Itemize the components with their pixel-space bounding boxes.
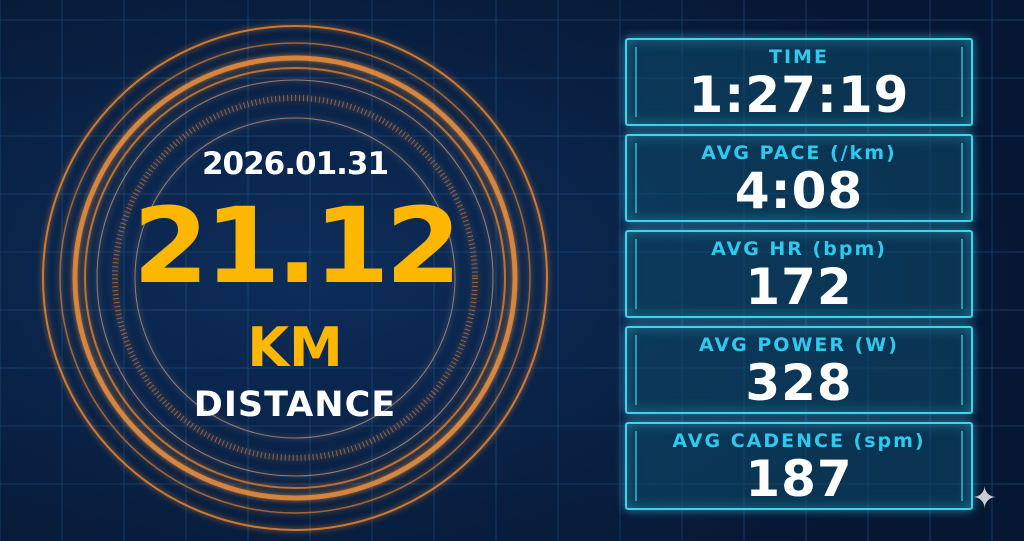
stat-label: AVG PACE (/km) [701, 142, 897, 164]
distance-unit: KM [247, 316, 343, 379]
stat-label: AVG POWER (W) [699, 334, 899, 356]
stat-panel-pace: AVG PACE (/km) 4:08 [625, 134, 973, 222]
distance-dial [42, 25, 548, 531]
stat-label: TIME [769, 46, 829, 68]
stat-panel-time: TIME 1:27:19 [625, 38, 973, 126]
stat-value: 1:27:19 [688, 66, 910, 124]
distance-value: 21.12 [132, 185, 462, 307]
sparkle-icon: ✦ [972, 481, 998, 516]
stat-panel-hr: AVG HR (bpm) 172 [625, 230, 973, 318]
stat-value: 172 [745, 258, 853, 316]
stat-panel-cadence: AVG CADENCE (spm) 187 [625, 422, 973, 510]
stat-label: AVG CADENCE (spm) [672, 430, 926, 452]
run-date: 2026.01.31 [201, 146, 389, 182]
stat-panel-power: AVG POWER (W) 328 [625, 326, 973, 414]
stat-value: 328 [745, 354, 853, 412]
stat-label: AVG HR (bpm) [711, 238, 887, 260]
stat-value: 4:08 [734, 162, 864, 220]
stat-value: 187 [745, 450, 853, 508]
distance-label: DISTANCE [193, 385, 397, 425]
